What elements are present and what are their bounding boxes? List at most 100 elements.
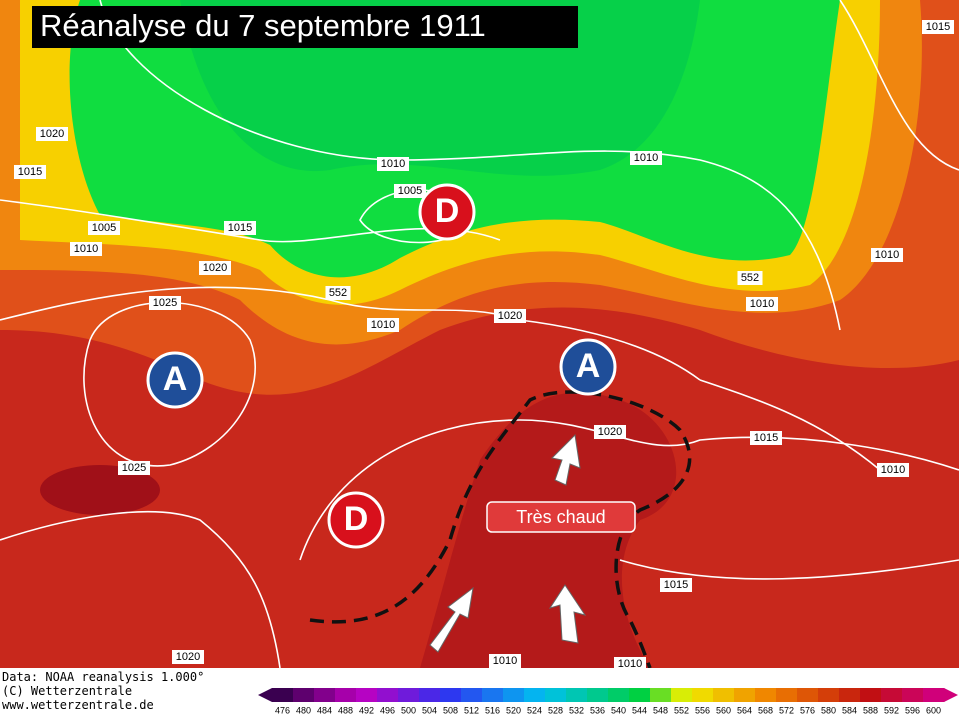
title-box bbox=[32, 6, 578, 48]
scale-label: 508 bbox=[443, 705, 458, 715]
scale-label: 548 bbox=[653, 705, 668, 715]
scale-cell bbox=[902, 688, 924, 702]
scale-label: 600 bbox=[926, 705, 941, 715]
isobar-label-box bbox=[489, 654, 521, 668]
isobar-label: 1010 bbox=[74, 243, 98, 255]
scale-label: 568 bbox=[758, 705, 773, 715]
scale-label: 580 bbox=[821, 705, 836, 715]
scale-cell bbox=[713, 688, 735, 702]
scale-arrow bbox=[258, 688, 272, 702]
isobar-label: 1010 bbox=[618, 658, 642, 670]
center-marker bbox=[418, 183, 476, 241]
isobar-label: 1010 bbox=[875, 249, 899, 261]
scale-cell bbox=[356, 688, 378, 702]
isobar-label-box bbox=[325, 286, 351, 300]
isobar-label: 1025 bbox=[153, 297, 177, 309]
isobar-label-box bbox=[377, 157, 409, 171]
isobar-label-box bbox=[494, 309, 526, 323]
isobar-label: 1010 bbox=[371, 319, 395, 331]
isobar-label: 1015 bbox=[754, 432, 778, 444]
scale-label: 524 bbox=[527, 705, 542, 715]
isobar-label: 1010 bbox=[381, 158, 405, 170]
isobar-label-box bbox=[118, 461, 150, 475]
isobar-label: 552 bbox=[741, 272, 759, 284]
center-marker bbox=[559, 338, 617, 396]
callout: Très chaud bbox=[516, 507, 605, 527]
scale-cell bbox=[419, 688, 441, 702]
scale-label: 552 bbox=[674, 705, 689, 715]
isobar-label-box bbox=[224, 221, 256, 235]
isobar-label: 1010 bbox=[750, 298, 774, 310]
center-letter: D bbox=[435, 192, 460, 230]
scale-label: 492 bbox=[359, 705, 374, 715]
scale-label: 484 bbox=[317, 705, 332, 715]
scale-label: 496 bbox=[380, 705, 395, 715]
scale-label: 480 bbox=[296, 705, 311, 715]
footer-line: www.wetterzentrale.de bbox=[2, 698, 154, 712]
color-scale: 476 480 484 488 492 496 500 504 508 512 516 520 524 5… bbox=[258, 688, 958, 715]
scale-label: 592 bbox=[884, 705, 899, 715]
scale-label: 520 bbox=[506, 705, 521, 715]
scale-cell bbox=[923, 688, 945, 702]
isobar-label-box bbox=[922, 20, 954, 34]
scale-cell bbox=[440, 688, 462, 702]
scale-cell bbox=[293, 688, 315, 702]
isobar-label-box bbox=[737, 271, 763, 285]
scale-cell bbox=[650, 688, 672, 702]
footer-line: (C) Wetterzentrale bbox=[2, 684, 132, 698]
scale-cell bbox=[524, 688, 546, 702]
scale-label: 572 bbox=[779, 705, 794, 715]
title: Réanalyse du 7 septembre 1911 bbox=[40, 8, 486, 43]
isobar-label-box bbox=[750, 431, 782, 445]
scale-label: 556 bbox=[695, 705, 710, 715]
isobar-label: 1020 bbox=[598, 426, 622, 438]
isobar-label: 1010 bbox=[634, 152, 658, 164]
scale-cell bbox=[839, 688, 861, 702]
center-marker bbox=[146, 351, 204, 409]
isobars bbox=[0, 0, 959, 669]
scale-cell bbox=[692, 688, 714, 702]
isobar-label-box bbox=[172, 650, 204, 664]
isobar-label-box bbox=[394, 184, 426, 198]
isobar-label-box bbox=[871, 248, 903, 262]
scale-cell bbox=[545, 688, 567, 702]
footer-line: Data: NOAA reanalysis 1.000° bbox=[2, 670, 204, 684]
isobar-label: 1015 bbox=[18, 166, 42, 178]
scale-label: 500 bbox=[401, 705, 416, 715]
scale-cell bbox=[734, 688, 756, 702]
isobar-label-box bbox=[614, 657, 646, 671]
isobar-label-box bbox=[877, 463, 909, 477]
isobar-label: 1020 bbox=[176, 651, 200, 663]
isobar-labels: 1015 1020 1015 1005 1010 1010 1005 1015 1020 552 1… bbox=[14, 20, 954, 671]
scale-cell bbox=[860, 688, 882, 702]
center-letter: A bbox=[576, 347, 601, 385]
scale-label: 540 bbox=[611, 705, 626, 715]
isobar-label: 552 bbox=[329, 287, 347, 299]
footer: Data: NOAA reanalysis 1.000°(C) Wetterze… bbox=[2, 670, 204, 712]
scale-label: 596 bbox=[905, 705, 920, 715]
isobar-label-box bbox=[746, 297, 778, 311]
isobar-label-box bbox=[594, 425, 626, 439]
scale-label: 504 bbox=[422, 705, 437, 715]
scale-cell bbox=[755, 688, 777, 702]
scale-label: 588 bbox=[863, 705, 878, 715]
arrows bbox=[429, 433, 587, 653]
isobar-label: 1015 bbox=[664, 579, 688, 591]
scale-label: 564 bbox=[737, 705, 752, 715]
center-letter: D bbox=[344, 500, 369, 538]
scale-cell bbox=[503, 688, 525, 702]
scale-label: 476 bbox=[275, 705, 290, 715]
scale-cell bbox=[482, 688, 504, 702]
isobar-label-box bbox=[36, 127, 68, 141]
scale-label: 488 bbox=[338, 705, 353, 715]
isobar-label: 1015 bbox=[926, 21, 950, 33]
scale-cell bbox=[776, 688, 798, 702]
scale-label: 512 bbox=[464, 705, 479, 715]
scale-cell bbox=[629, 688, 651, 702]
isobar-label: 1010 bbox=[493, 655, 517, 667]
scale-label: 516 bbox=[485, 705, 500, 715]
isobar-label: 1005 bbox=[398, 185, 422, 197]
scale-cell bbox=[881, 688, 903, 702]
scale-label: 576 bbox=[800, 705, 815, 715]
